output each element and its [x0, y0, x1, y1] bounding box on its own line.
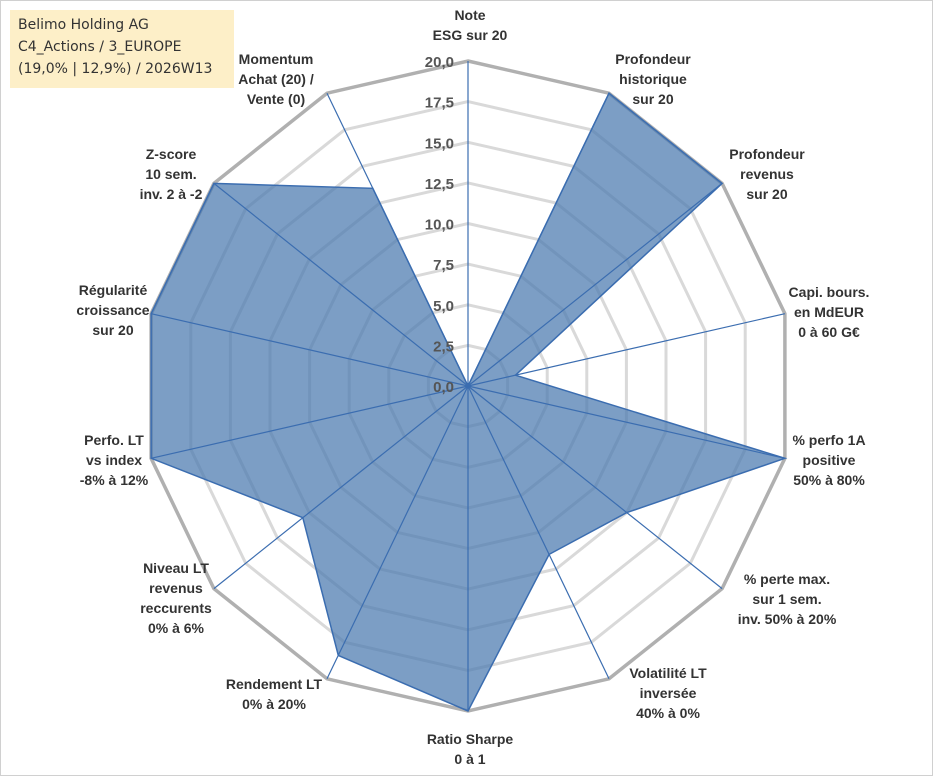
- category-label-6-line-2: 40% à 0%: [636, 705, 700, 721]
- spoke-12: [213, 182, 469, 387]
- spoke-13: [326, 92, 469, 387]
- category-label-5-line-2: inv. 50% à 20%: [738, 611, 837, 627]
- r-tick-label-3: 7,5: [433, 257, 454, 274]
- r-tick-label-4: 10,0: [425, 217, 454, 234]
- category-label-3-line-1: en MdEUR: [794, 304, 864, 320]
- r-tick-label-5: 12,5: [425, 176, 454, 193]
- category-label-8-line-0: Rendement LT: [226, 676, 323, 692]
- spoke-4: [467, 385, 786, 459]
- r-tick-label-6: 15,0: [425, 135, 454, 152]
- category-label-2-line-2: sur 20: [746, 186, 787, 202]
- r-tick-label-1: 2,5: [433, 338, 454, 355]
- category-label-9-line-1: revenus: [149, 580, 203, 596]
- title-portfolio: C4_Actions / 3_EUROPE: [18, 39, 182, 55]
- category-label-2-line-1: revenus: [740, 166, 794, 182]
- category-label-12-line-1: 10 sem.: [145, 166, 196, 182]
- spoke-8: [326, 385, 469, 680]
- title-stats: (19,0% | 12,9%) / 2026W13: [18, 61, 213, 77]
- category-label-10-line-0: Perfo. LT: [84, 432, 144, 448]
- category-label-10-line-1: vs index: [86, 452, 142, 468]
- r-tick-label-2: 5,0: [433, 298, 454, 315]
- r-tick-label-0: 0,0: [433, 379, 454, 396]
- category-label-7-line-0: Ratio Sharpe: [427, 731, 514, 747]
- category-label-0-line-0: Note: [454, 7, 485, 23]
- title-box: Belimo Holding AG C4_Actions / 3_EUROPE …: [10, 10, 234, 88]
- category-label-10-line-2: -8% à 12%: [80, 472, 149, 488]
- category-label-3-line-2: 0 à 60 G€: [798, 324, 860, 340]
- category-label-1-line-1: historique: [619, 71, 687, 87]
- category-label-9-line-3: 0% à 6%: [148, 620, 205, 636]
- r-tick-label-8: 20,0: [425, 54, 454, 71]
- category-label-12-line-0: Z-score: [146, 146, 197, 162]
- spoke-11: [150, 313, 469, 387]
- category-label-3-line-0: Capi. bours.: [789, 284, 870, 300]
- category-label-9-line-0: Niveau LT: [143, 560, 209, 576]
- category-label-12-line-2: inv. 2 à -2: [140, 186, 203, 202]
- spoke-10: [150, 385, 469, 459]
- category-label-11-line-1: croissance: [76, 302, 149, 318]
- category-label-13-line-1: Achat (20) /: [238, 71, 314, 87]
- category-label-11-line-2: sur 20: [92, 322, 133, 338]
- spoke-9: [213, 385, 469, 590]
- title-company: Belimo Holding AG: [18, 17, 149, 33]
- category-label-4-line-1: positive: [803, 452, 856, 468]
- spoke-5: [467, 385, 723, 590]
- category-label-7-line-1: 0 à 1: [454, 751, 485, 767]
- category-label-11-line-0: Régularité: [79, 282, 148, 298]
- spoke-2: [467, 182, 723, 387]
- category-label-8-line-1: 0% à 20%: [242, 696, 306, 712]
- category-label-6-line-0: Volatilité LT: [629, 665, 707, 681]
- category-label-6-line-1: inversée: [640, 685, 697, 701]
- category-label-4-line-2: 50% à 80%: [793, 472, 865, 488]
- category-label-4-line-0: % perfo 1A: [792, 432, 865, 448]
- r-tick-label-7: 17,5: [425, 95, 454, 112]
- spoke-1: [467, 92, 610, 387]
- category-label-1-line-0: Profondeur: [615, 51, 691, 67]
- category-label-9-line-2: reccurents: [140, 600, 212, 616]
- category-label-5-line-1: sur 1 sem.: [752, 591, 821, 607]
- category-label-13-line-2: Vente (0): [247, 91, 305, 107]
- category-label-13-line-0: Momentum: [239, 51, 314, 67]
- category-label-5-line-0: % perte max.: [744, 571, 830, 587]
- category-label-2-line-0: Profondeur: [729, 146, 805, 162]
- spoke-3: [467, 313, 786, 387]
- category-label-0-line-1: ESG sur 20: [433, 27, 508, 43]
- spoke-6: [467, 385, 610, 680]
- category-label-1-line-2: sur 20: [632, 91, 673, 107]
